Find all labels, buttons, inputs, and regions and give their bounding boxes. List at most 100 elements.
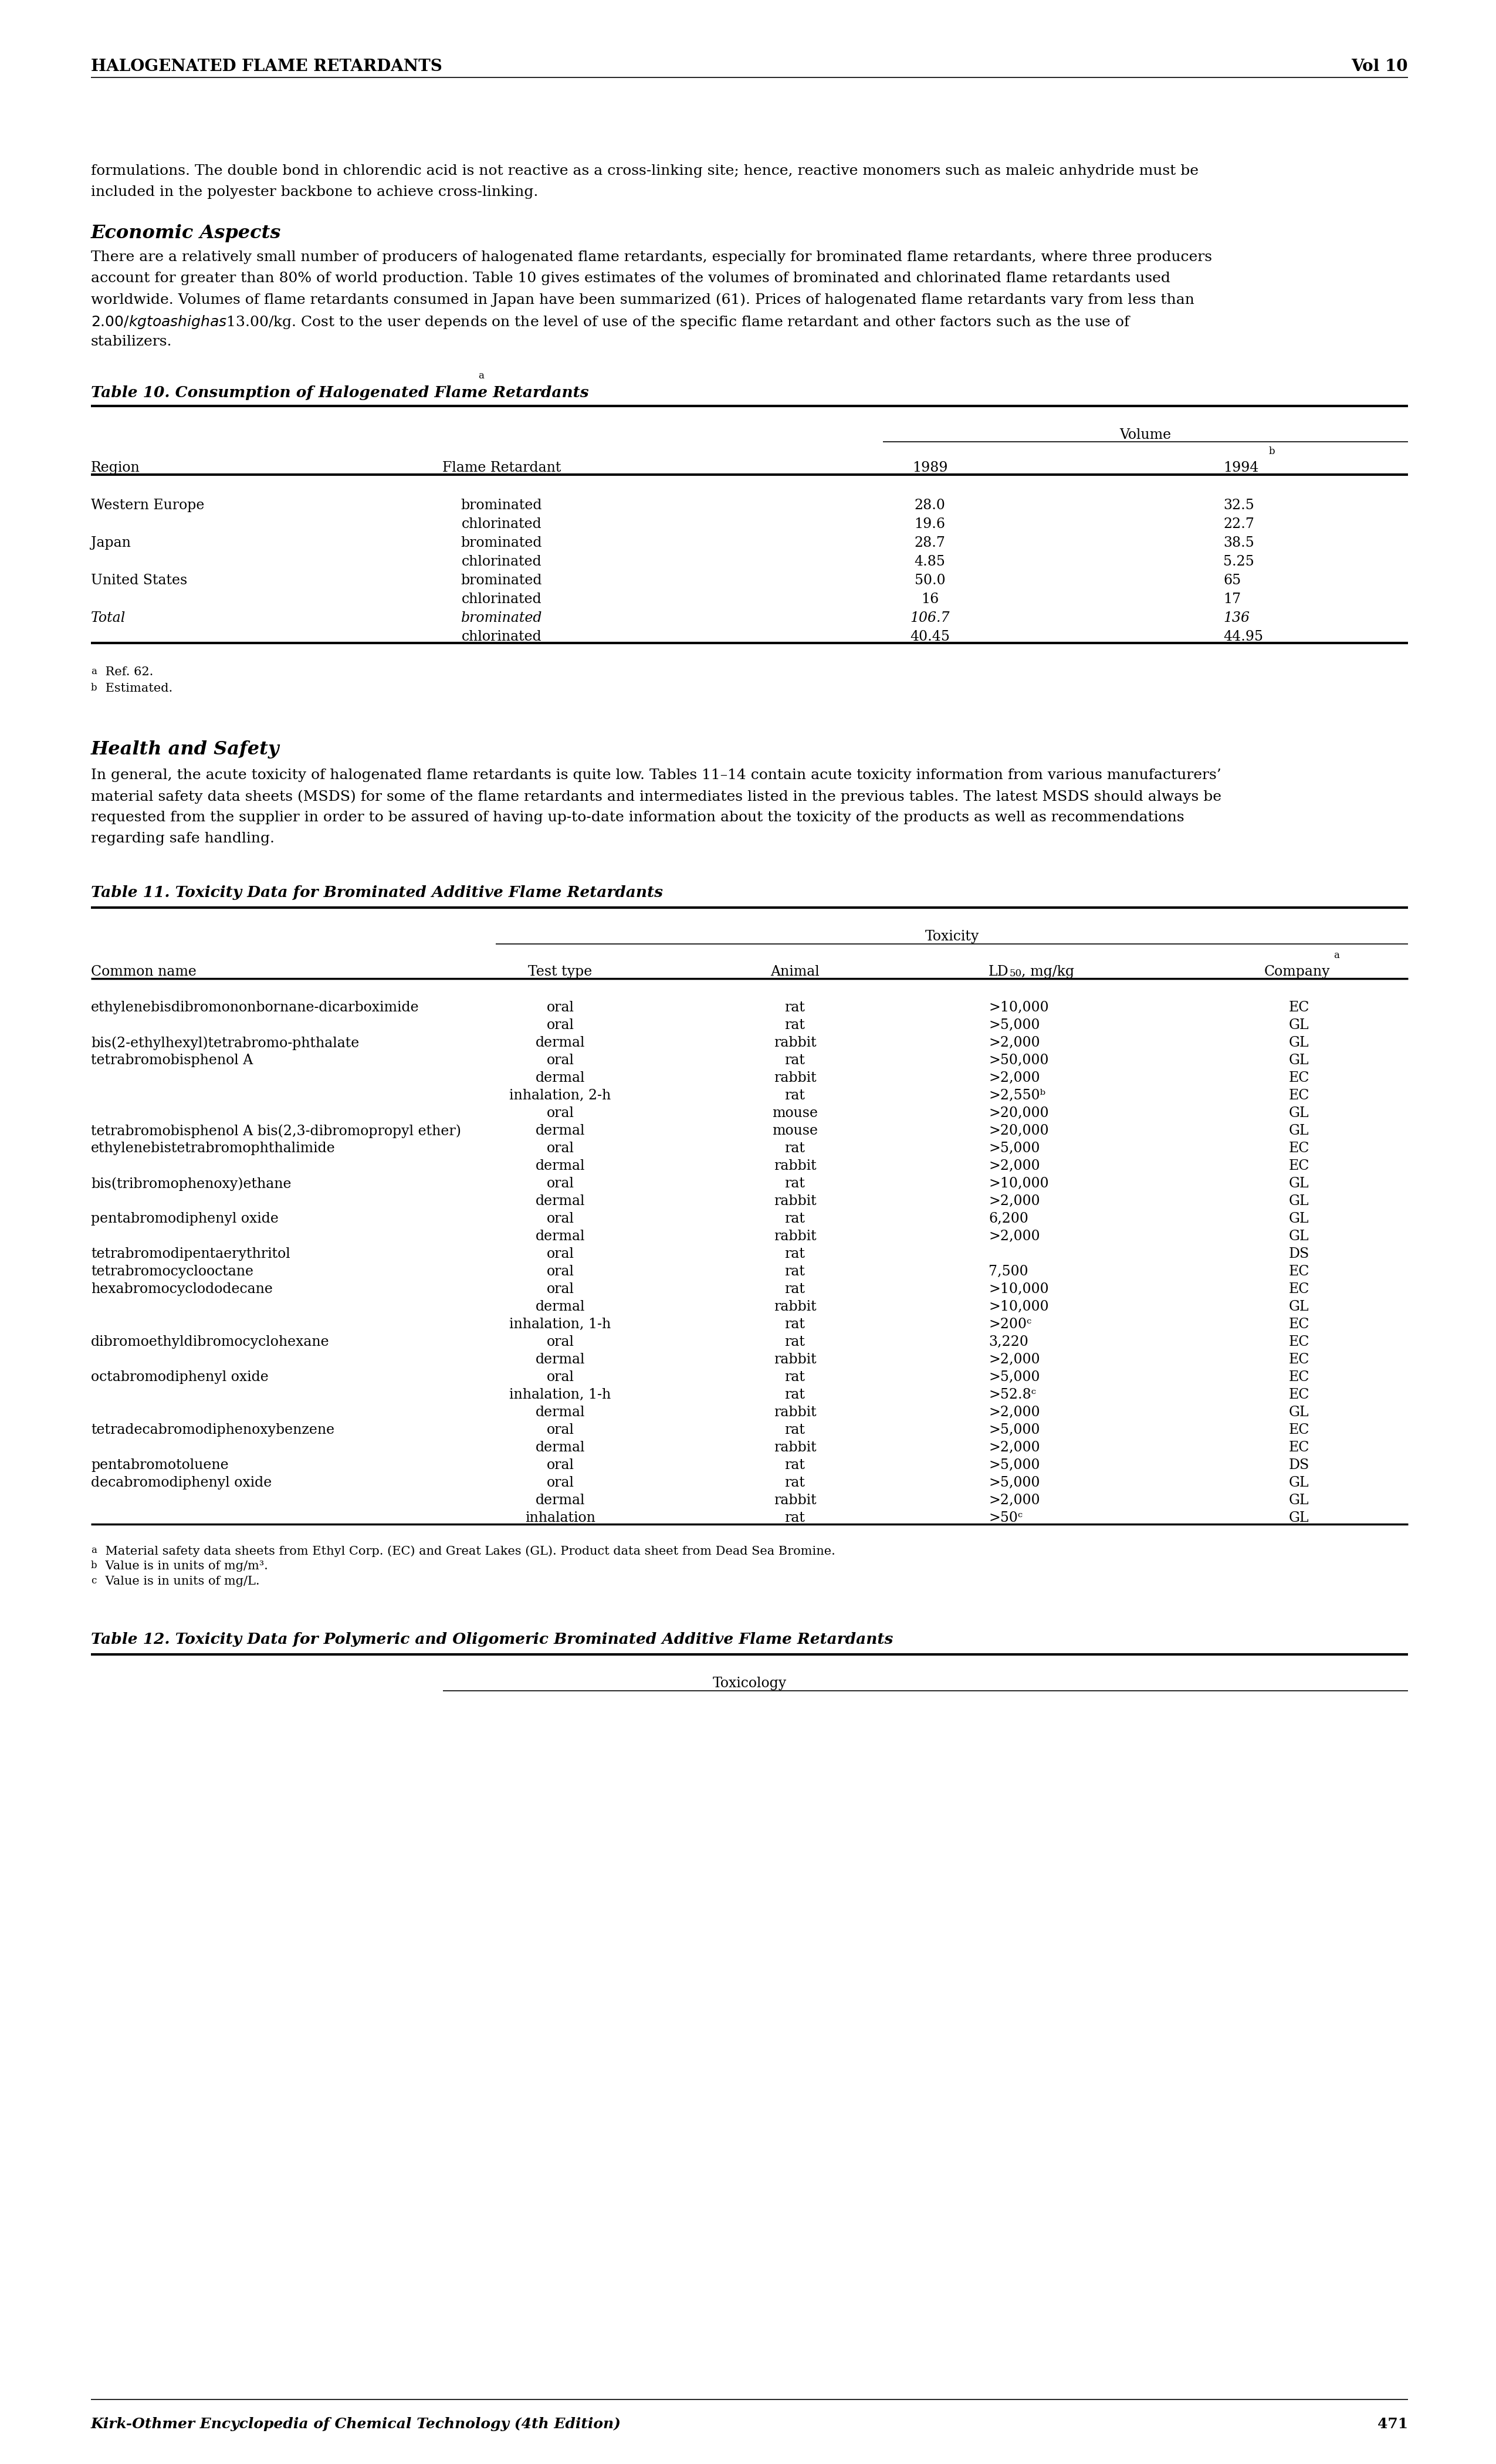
Text: Japan: Japan [91, 537, 130, 549]
Text: >50,000: >50,000 [989, 1055, 1049, 1067]
Text: >10,000: >10,000 [989, 1281, 1049, 1296]
Text: EC: EC [1288, 1353, 1309, 1368]
Text: rat: rat [785, 1281, 805, 1296]
Text: brominated: brominated [461, 537, 542, 549]
Text: 44.95: 44.95 [1224, 631, 1263, 643]
Text: oral: oral [546, 1106, 574, 1121]
Text: chlorinated: chlorinated [461, 591, 542, 606]
Text: oral: oral [546, 1178, 574, 1190]
Text: 28.7: 28.7 [914, 537, 945, 549]
Text: EC: EC [1288, 1072, 1309, 1084]
Text: Test type: Test type [528, 966, 592, 978]
Text: Table 10. Consumption of Halogenated Flame Retardants: Table 10. Consumption of Halogenated Fla… [91, 384, 589, 399]
Text: mouse: mouse [772, 1124, 818, 1138]
Text: rabbit: rabbit [773, 1404, 817, 1419]
Text: bis(2-ethylhexyl)tetrabromo-phthalate: bis(2-ethylhexyl)tetrabromo-phthalate [91, 1035, 359, 1050]
Text: GL: GL [1288, 1493, 1309, 1508]
Text: EC: EC [1288, 1387, 1309, 1402]
Text: dermal: dermal [536, 1158, 585, 1173]
Text: 32.5: 32.5 [1224, 498, 1254, 513]
Text: dermal: dermal [536, 1035, 585, 1050]
Text: United States: United States [91, 574, 187, 586]
Text: HALOGENATED FLAME RETARDANTS: HALOGENATED FLAME RETARDANTS [91, 59, 443, 74]
Text: 50: 50 [1010, 968, 1022, 978]
Text: GL: GL [1288, 1035, 1309, 1050]
Text: GL: GL [1288, 1476, 1309, 1491]
Text: EC: EC [1288, 1370, 1309, 1385]
Text: rat: rat [785, 1212, 805, 1225]
Text: Ref. 62.: Ref. 62. [102, 665, 153, 678]
Text: >10,000: >10,000 [989, 1301, 1049, 1313]
Text: oral: oral [546, 1281, 574, 1296]
Text: dermal: dermal [536, 1230, 585, 1244]
Text: GL: GL [1288, 1178, 1309, 1190]
Text: >2,000: >2,000 [989, 1230, 1040, 1244]
Text: oral: oral [546, 1212, 574, 1225]
Text: dibromoethyldibromocyclohexane: dibromoethyldibromocyclohexane [91, 1335, 329, 1348]
Text: dermal: dermal [536, 1404, 585, 1419]
Text: rat: rat [785, 1318, 805, 1331]
Text: EC: EC [1288, 1424, 1309, 1437]
Text: >2,000: >2,000 [989, 1353, 1040, 1368]
Text: GL: GL [1288, 1301, 1309, 1313]
Text: a: a [1333, 951, 1339, 961]
Text: Volume: Volume [1119, 429, 1171, 441]
Text: oral: oral [546, 1459, 574, 1471]
Text: oral: oral [546, 1335, 574, 1348]
Text: 1994: 1994 [1224, 461, 1258, 476]
Text: inhalation, 1-h: inhalation, 1-h [510, 1318, 610, 1331]
Text: DS: DS [1288, 1459, 1309, 1471]
Text: inhalation, 2-h: inhalation, 2-h [510, 1089, 610, 1101]
Text: rabbit: rabbit [773, 1301, 817, 1313]
Text: decabromodiphenyl oxide: decabromodiphenyl oxide [91, 1476, 272, 1491]
Text: 19.6: 19.6 [914, 517, 945, 530]
Text: >200ᶜ: >200ᶜ [989, 1318, 1032, 1331]
Text: rat: rat [785, 1178, 805, 1190]
Text: >5,000: >5,000 [989, 1141, 1040, 1156]
Text: b: b [91, 1560, 97, 1570]
Text: Material safety data sheets from Ethyl Corp. (EC) and Great Lakes (GL). Product : Material safety data sheets from Ethyl C… [102, 1545, 835, 1557]
Text: >2,000: >2,000 [989, 1441, 1040, 1454]
Text: 136: 136 [1224, 611, 1249, 626]
Text: 65: 65 [1224, 574, 1240, 586]
Text: Economic Aspects: Economic Aspects [91, 224, 281, 241]
Text: $2.00/kg to as high as $13.00/kg. Cost to the user depends on the level of use o: $2.00/kg to as high as $13.00/kg. Cost t… [91, 313, 1131, 330]
Text: In general, the acute toxicity of halogenated flame retardants is quite low. Tab: In general, the acute toxicity of haloge… [91, 769, 1221, 781]
Text: c: c [91, 1577, 96, 1587]
Text: worldwide. Volumes of flame retardants consumed in Japan have been summarized (6: worldwide. Volumes of flame retardants c… [91, 293, 1194, 306]
Text: hexabromocyclododecane: hexabromocyclododecane [91, 1281, 272, 1296]
Text: >20,000: >20,000 [989, 1106, 1049, 1121]
Text: a: a [91, 1545, 97, 1555]
Text: mouse: mouse [772, 1106, 818, 1121]
Text: rabbit: rabbit [773, 1072, 817, 1084]
Text: dermal: dermal [536, 1353, 585, 1368]
Text: rat: rat [785, 1459, 805, 1471]
Text: rabbit: rabbit [773, 1353, 817, 1368]
Text: dermal: dermal [536, 1301, 585, 1313]
Text: >5,000: >5,000 [989, 1424, 1040, 1437]
Text: rat: rat [785, 1247, 805, 1262]
Text: , mg/kg: , mg/kg [1022, 966, 1074, 978]
Text: ethylenebisdibromononbornane-dicarboximide: ethylenebisdibromononbornane-dicarboximi… [91, 1000, 419, 1015]
Text: >5,000: >5,000 [989, 1018, 1040, 1032]
Text: brominated: brominated [461, 498, 542, 513]
Text: rat: rat [785, 1424, 805, 1437]
Text: 6,200: 6,200 [989, 1212, 1028, 1225]
Text: rat: rat [785, 1510, 805, 1525]
Text: b: b [1269, 446, 1275, 456]
Text: EC: EC [1288, 1141, 1309, 1156]
Text: rat: rat [785, 1018, 805, 1032]
Text: Kirk-Othmer Encyclopedia of Chemical Technology (4th Edition): Kirk-Othmer Encyclopedia of Chemical Tec… [91, 2417, 621, 2432]
Text: oral: oral [546, 1476, 574, 1491]
Text: EC: EC [1288, 1335, 1309, 1348]
Text: GL: GL [1288, 1018, 1309, 1032]
Text: Common name: Common name [91, 966, 196, 978]
Text: >50ᶜ: >50ᶜ [989, 1510, 1023, 1525]
Text: pentabromodiphenyl oxide: pentabromodiphenyl oxide [91, 1212, 278, 1225]
Text: oral: oral [546, 1141, 574, 1156]
Text: formulations. The double bond in chlorendic acid is not reactive as a cross-link: formulations. The double bond in chloren… [91, 165, 1198, 177]
Text: >52.8ᶜ: >52.8ᶜ [989, 1387, 1037, 1402]
Text: bis(tribromophenoxy)ethane: bis(tribromophenoxy)ethane [91, 1178, 292, 1190]
Text: Health and Safety: Health and Safety [91, 739, 280, 759]
Text: GL: GL [1288, 1124, 1309, 1138]
